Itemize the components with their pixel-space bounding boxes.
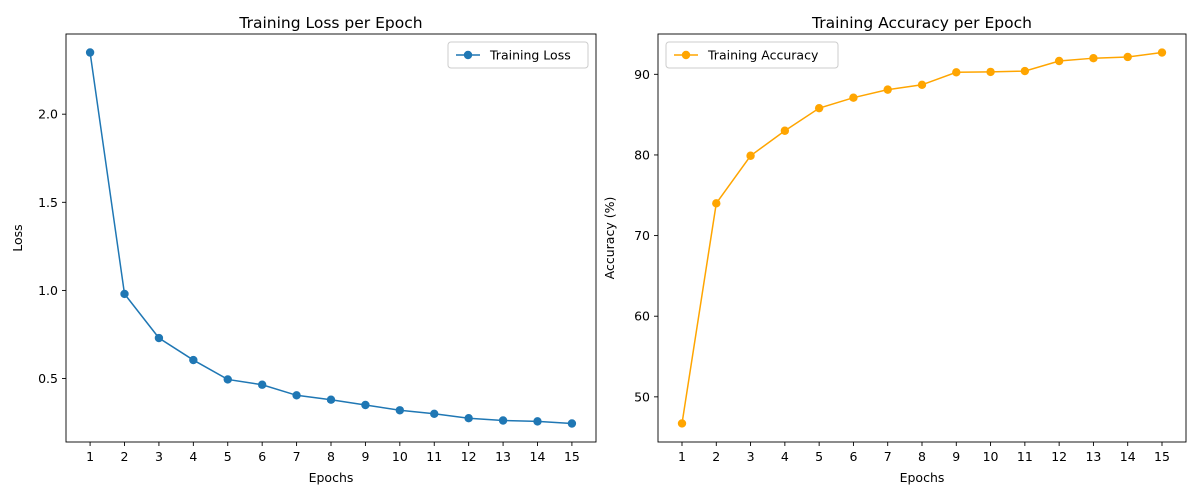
accuracy-xtick-label: 6 xyxy=(849,449,857,464)
accuracy-data-point xyxy=(746,151,755,160)
accuracy-xtick-label: 12 xyxy=(1051,449,1067,464)
loss-xtick-label: 8 xyxy=(327,449,335,464)
accuracy-ytick-label: 60 xyxy=(634,309,650,324)
loss-data-point xyxy=(154,333,164,343)
accuracy-data-point xyxy=(814,103,824,113)
loss-xtick-label: 9 xyxy=(361,449,369,464)
accuracy-chart-legend: Training Accuracy xyxy=(665,41,839,69)
loss-ytick-label: 1.5 xyxy=(38,195,58,210)
accuracy-xtick-label: 10 xyxy=(983,449,999,464)
accuracy-data-point xyxy=(986,67,995,77)
loss-xtick-label: 11 xyxy=(426,449,442,464)
accuracy-chart-ylabel: Accuracy (%) xyxy=(602,197,617,280)
loss-xtick-label: 4 xyxy=(189,449,197,464)
loss-series-line xyxy=(89,52,572,425)
accuracy-data-point xyxy=(1054,56,1064,66)
accuracy-data-point xyxy=(1020,66,1030,76)
accuracy-legend-marker xyxy=(681,50,691,60)
loss-data-point xyxy=(120,289,129,299)
accuracy-xtick-label: 14 xyxy=(1120,449,1136,464)
accuracy-data-point xyxy=(677,419,687,428)
accuracy-ytick-label: 50 xyxy=(634,389,650,404)
loss-data-point xyxy=(361,400,370,410)
loss-xtick-label: 3 xyxy=(155,449,163,464)
accuracy-legend-box xyxy=(665,41,839,69)
accuracy-data-point xyxy=(1089,53,1098,63)
loss-chart-marks xyxy=(85,48,577,428)
accuracy-chart-xlabel: Epochs xyxy=(900,470,945,485)
accuracy-xtick-label: 3 xyxy=(747,449,755,464)
loss-xtick-label: 7 xyxy=(293,449,301,464)
accuracy-data-point xyxy=(1157,48,1167,57)
accuracy-xtick-label: 15 xyxy=(1154,449,1170,464)
loss-data-point xyxy=(85,48,95,57)
loss-data-point xyxy=(533,417,542,426)
accuracy-data-point xyxy=(712,199,721,208)
accuracy-xtick-label: 7 xyxy=(884,449,892,464)
loss-data-point xyxy=(567,419,577,428)
loss-data-point xyxy=(257,380,267,389)
accuracy-data-point xyxy=(883,85,892,94)
accuracy-data-point xyxy=(780,126,790,135)
accuracy-chart: Training Accuracy per Epoch Epochs Accur… xyxy=(602,14,1187,485)
loss-data-point xyxy=(189,355,198,365)
accuracy-xtick-label: 4 xyxy=(781,449,789,464)
loss-legend-label: Training Loss xyxy=(489,48,571,63)
loss-chart-legend: Training Loss xyxy=(447,41,589,69)
loss-chart-xlabel: Epochs xyxy=(309,470,354,485)
accuracy-ytick-label: 80 xyxy=(634,147,650,162)
loss-data-point xyxy=(326,395,336,404)
loss-data-point xyxy=(395,406,405,415)
loss-xtick-label: 15 xyxy=(564,449,580,464)
loss-data-point xyxy=(292,391,301,400)
loss-legend-marker xyxy=(463,50,473,60)
accuracy-chart-frame xyxy=(657,33,1187,443)
accuracy-chart-title: Training Accuracy per Epoch xyxy=(811,14,1032,32)
loss-legend-box xyxy=(447,41,589,69)
loss-data-point xyxy=(464,414,473,423)
loss-xtick-label: 13 xyxy=(495,449,511,464)
accuracy-xtick-label: 11 xyxy=(1017,449,1033,464)
accuracy-ytick-label: 70 xyxy=(634,228,650,243)
loss-xtick-label: 5 xyxy=(224,449,232,464)
accuracy-xtick-label: 8 xyxy=(918,449,926,464)
loss-chart-ylabel: Loss xyxy=(10,224,25,251)
loss-xtick-label: 12 xyxy=(461,449,477,464)
accuracy-xtick-label: 5 xyxy=(815,449,823,464)
accuracy-data-point xyxy=(952,68,961,77)
loss-xtick-label: 10 xyxy=(392,449,408,464)
accuracy-series-line xyxy=(681,51,1163,424)
accuracy-legend-label: Training Accuracy xyxy=(707,48,819,63)
loss-ytick-label: 0.5 xyxy=(38,371,58,386)
loss-chart-title: Training Loss per Epoch xyxy=(238,14,422,32)
accuracy-data-point xyxy=(917,80,927,89)
loss-xtick-label: 6 xyxy=(258,449,266,464)
accuracy-xtick-label: 2 xyxy=(712,449,720,464)
loss-xtick-label: 2 xyxy=(121,449,129,464)
accuracy-data-point xyxy=(1123,52,1132,62)
accuracy-chart-marks xyxy=(677,48,1167,428)
loss-data-point xyxy=(430,409,439,419)
accuracy-xtick-label: 1 xyxy=(678,449,686,464)
loss-ytick-label: 1.0 xyxy=(38,283,58,298)
accuracy-ytick-label: 90 xyxy=(634,67,650,82)
loss-data-point xyxy=(498,416,508,425)
loss-data-point xyxy=(223,375,232,384)
accuracy-xtick-label: 13 xyxy=(1085,449,1101,464)
loss-xtick-label: 14 xyxy=(530,449,546,464)
loss-chart-ticks: 1 2 3 4 5 6 7 8 9 10 11 12 13 14 150.51.01.52.0 xyxy=(38,107,580,464)
accuracy-data-point xyxy=(849,93,858,102)
accuracy-xtick-label: 9 xyxy=(952,449,960,464)
loss-xtick-label: 1 xyxy=(86,449,94,464)
loss-chart-frame xyxy=(65,33,597,443)
loss-ytick-label: 2.0 xyxy=(38,107,58,122)
